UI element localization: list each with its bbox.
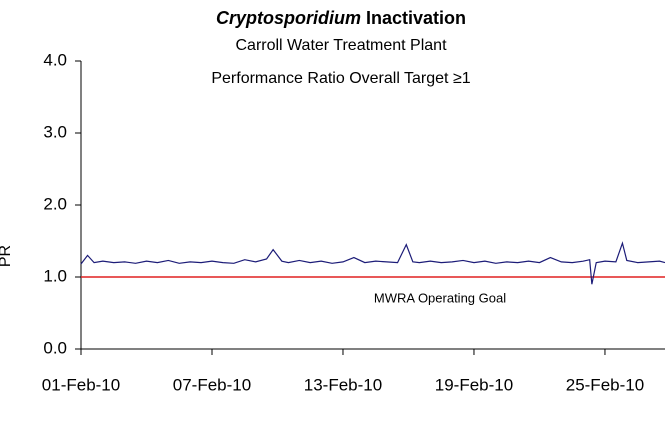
x-tick-label: 19-Feb-10 xyxy=(435,375,513,394)
y-axis-label: PR xyxy=(0,245,14,267)
x-tick-label: 01-Feb-10 xyxy=(42,375,120,394)
y-tick-label: 1.0 xyxy=(43,266,67,285)
reference-label: MWRA Operating Goal xyxy=(374,290,506,305)
title-italic: Cryptosporidium xyxy=(216,8,361,28)
y-tick-label: 4.0 xyxy=(43,50,67,69)
title-rest: Inactivation xyxy=(366,8,466,28)
x-tick-label: 25-Feb-10 xyxy=(566,375,644,394)
x-tick-label: 07-Feb-10 xyxy=(173,375,251,394)
y-tick-label: 3.0 xyxy=(43,122,67,141)
subtitle: Carroll Water Treatment Plant xyxy=(235,37,447,54)
y-tick-label: 2.0 xyxy=(43,194,67,213)
y-tick-label: 0.0 xyxy=(43,338,67,357)
x-tick-label: 13-Feb-10 xyxy=(304,375,382,394)
chart-title: Cryptosporidium Inactivation xyxy=(216,8,466,28)
subtitle: Performance Ratio Overall Target ≥1 xyxy=(211,70,470,87)
data-line xyxy=(80,241,665,285)
